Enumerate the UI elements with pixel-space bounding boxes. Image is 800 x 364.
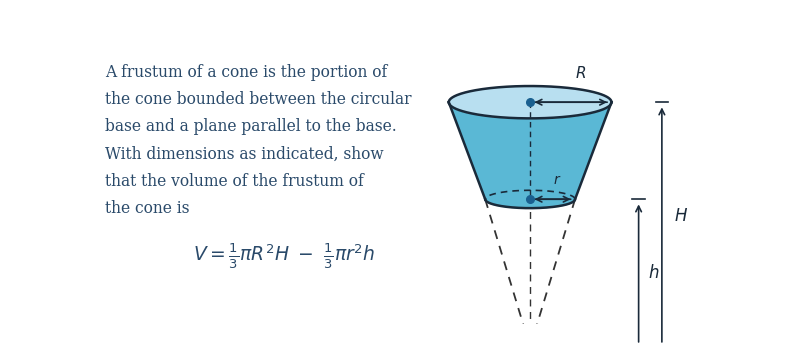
Polygon shape [449, 86, 611, 118]
Text: A frustum of a cone is the portion of: A frustum of a cone is the portion of [105, 64, 387, 81]
Text: the cone bounded between the circular: the cone bounded between the circular [105, 91, 411, 108]
Text: $H$: $H$ [674, 209, 687, 225]
Text: that the volume of the frustum of: that the volume of the frustum of [105, 173, 363, 190]
Text: $R$: $R$ [575, 66, 586, 82]
Polygon shape [449, 102, 611, 199]
Text: With dimensions as indicated, show: With dimensions as indicated, show [105, 146, 383, 163]
Text: $r$: $r$ [553, 173, 562, 187]
Text: $V = \frac{1}{3}\pi R^2 H \ - \ \frac{1}{3}\pi r^2 h$: $V = \frac{1}{3}\pi R^2 H \ - \ \frac{1}… [193, 242, 375, 271]
Text: base and a plane parallel to the base.: base and a plane parallel to the base. [105, 118, 397, 135]
Text: the cone is: the cone is [105, 200, 189, 217]
Polygon shape [485, 190, 575, 208]
Text: $h$: $h$ [648, 264, 659, 282]
